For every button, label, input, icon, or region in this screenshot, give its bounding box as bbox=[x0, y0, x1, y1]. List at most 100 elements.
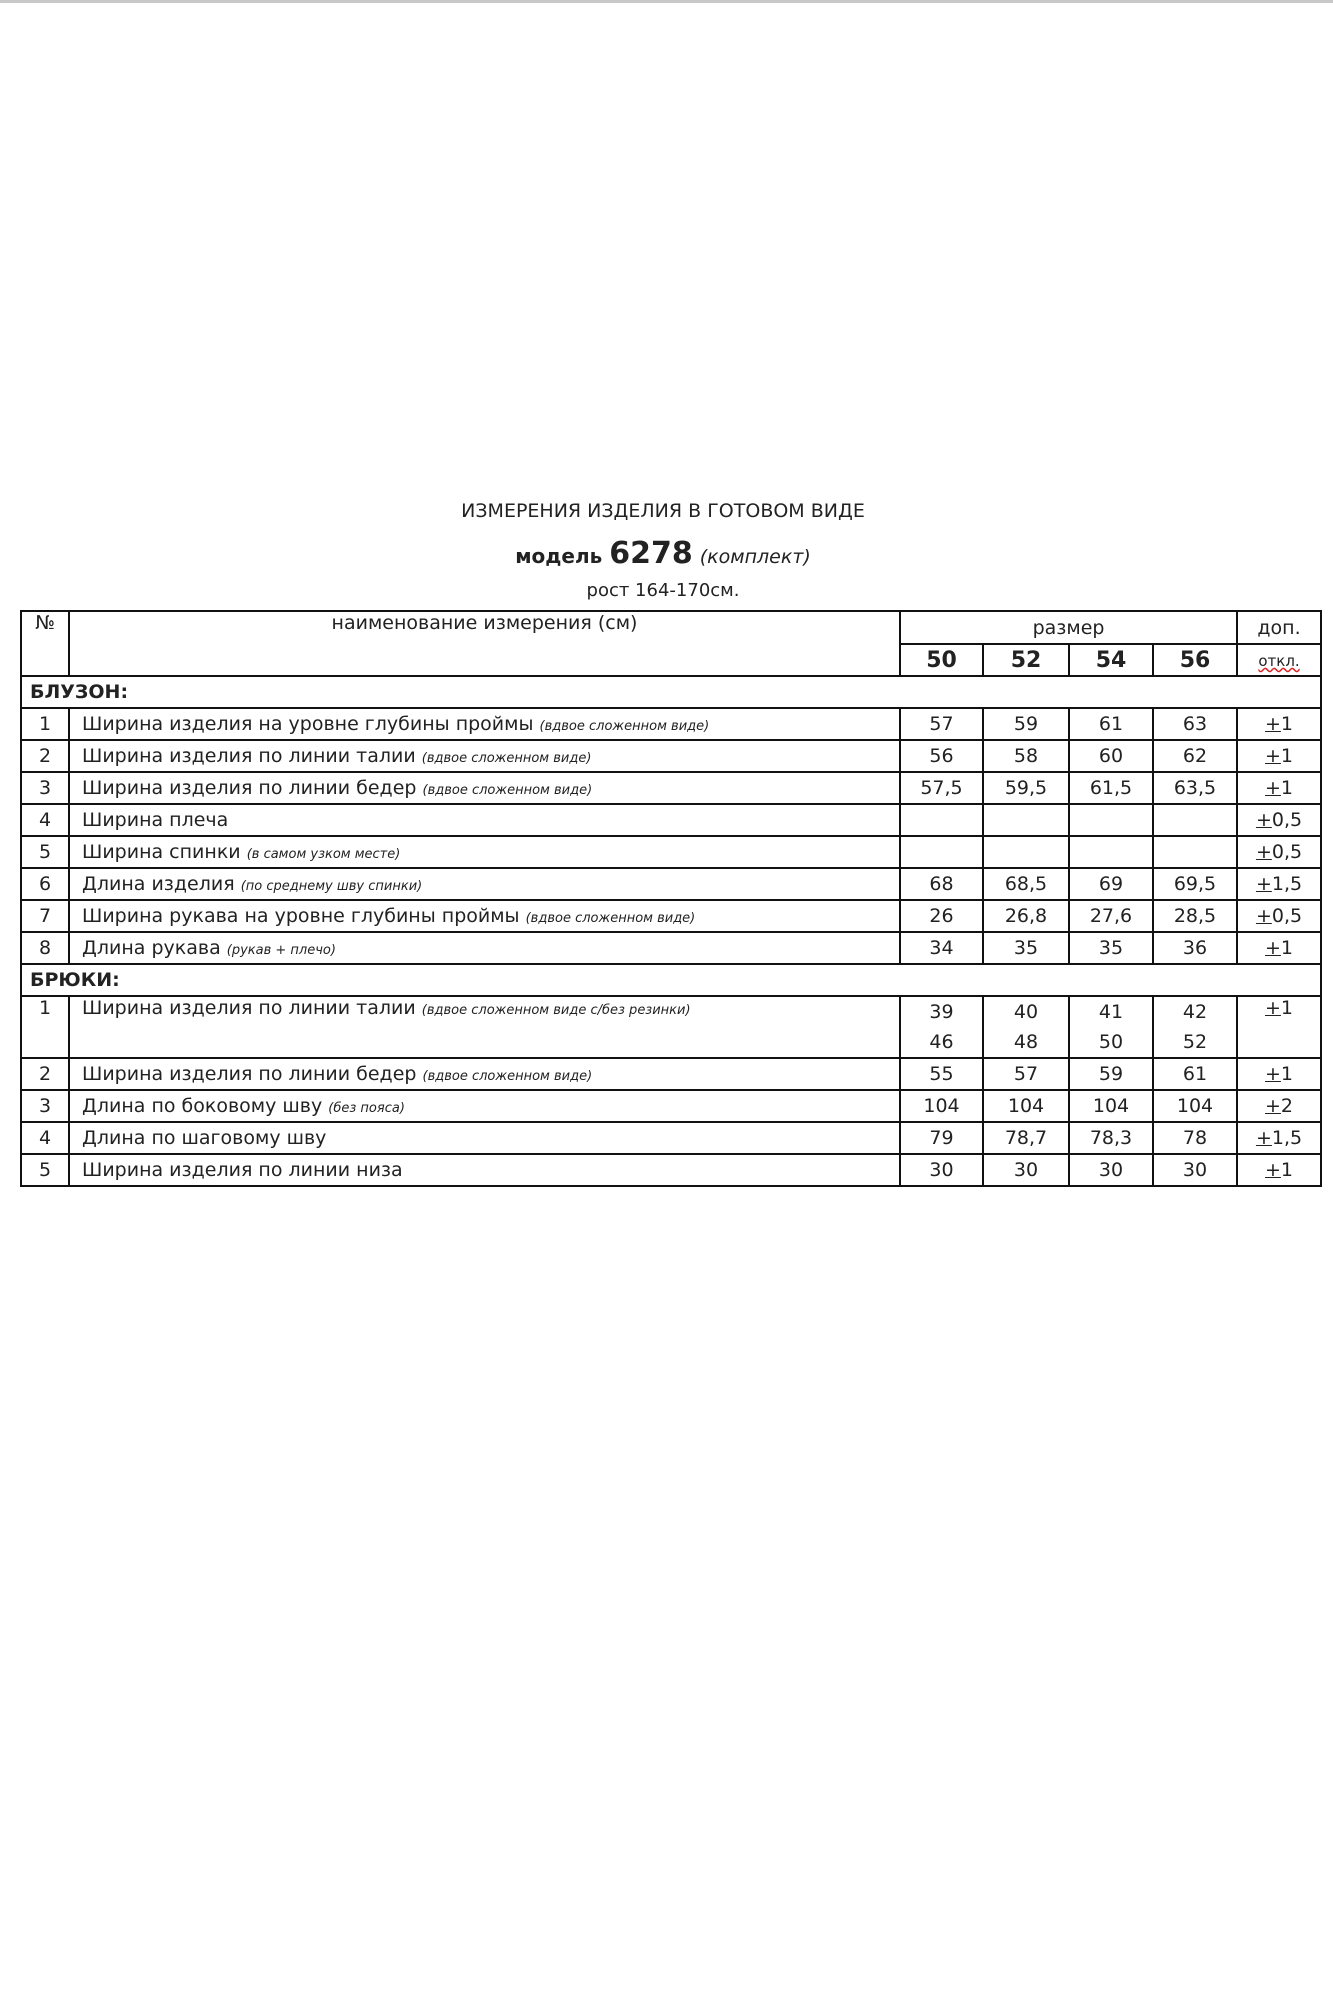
tolerance-value: +0,5 bbox=[1255, 809, 1303, 831]
table-row: 4 Длина по шаговому шву 79 78,7 78,3 78 +1,5 bbox=[20, 1121, 1323, 1155]
value-with-elastic: 39 bbox=[929, 1001, 954, 1023]
size-value: 104 bbox=[982, 1089, 1070, 1123]
size-value: 27,6 bbox=[1068, 899, 1154, 933]
measurement-name: Ширина изделия на уровне глубины проймы … bbox=[68, 707, 901, 741]
measurement-note: (рукав + плечо) bbox=[226, 943, 336, 958]
size-value: 104 bbox=[1151, 1089, 1239, 1123]
size-value: 59,5 bbox=[982, 771, 1070, 805]
measurement-note: (без пояса) bbox=[328, 1101, 405, 1116]
measurement-name: Ширина изделия по линии бедер (вдвое сло… bbox=[68, 1057, 901, 1091]
measurement-label: Ширина рукава на уровне глубины проймы bbox=[82, 905, 520, 927]
tolerance-value: +1 bbox=[1265, 937, 1294, 959]
table-row: 1 Ширина изделия на уровне глубины проймы… bbox=[20, 707, 1323, 741]
size-value: 68 bbox=[899, 867, 984, 901]
measurement-name: Ширина изделия по линии талии (вдвое сло… bbox=[68, 995, 901, 1059]
size-value: 63,5 bbox=[1151, 771, 1239, 805]
tolerance: +1,5 bbox=[1236, 1121, 1323, 1155]
size-value bbox=[1068, 803, 1154, 837]
size-value: 35 bbox=[1068, 931, 1154, 965]
table-row: 3 Длина по боковому шву (без пояса) 104 104… bbox=[20, 1089, 1323, 1123]
value-without-elastic: 50 bbox=[1098, 1031, 1124, 1053]
size-value: 61 bbox=[1068, 707, 1154, 741]
row-number: 1 bbox=[20, 995, 70, 1059]
tolerance-value: +1 bbox=[1265, 1159, 1294, 1181]
tolerance: +0,5 bbox=[1236, 803, 1323, 837]
model-line: модель 6278 (комплект) bbox=[0, 536, 1326, 571]
measurement-note: (вдвое сложенном виде) bbox=[525, 911, 696, 926]
section-row: БРЮКИ: bbox=[19, 963, 1323, 997]
measurement-label: Ширина спинки bbox=[82, 841, 241, 863]
measurement-label: Длина по боковому шву bbox=[82, 1095, 323, 1117]
tolerance: +1 bbox=[1236, 1057, 1323, 1091]
header-tol-line2: откл. bbox=[1258, 652, 1300, 670]
tolerance: +1,5 bbox=[1236, 867, 1323, 901]
measurements-table: № наименование измерения (см) размер доп… bbox=[19, 610, 1323, 1187]
size-value: 104 bbox=[1068, 1089, 1154, 1123]
row-number: 5 bbox=[20, 835, 70, 869]
value-with-elastic: 42 bbox=[1182, 1001, 1208, 1023]
measurement-label: Ширина изделия по линии талии bbox=[82, 745, 416, 767]
row-number: 8 bbox=[20, 931, 70, 965]
tolerance-value: +1,5 bbox=[1255, 1127, 1303, 1149]
row-number: 2 bbox=[20, 1057, 70, 1091]
section-title: БРЮКИ: bbox=[19, 963, 1323, 997]
table-row: 2 Ширина изделия по линии талии (вдвое сл… bbox=[20, 739, 1323, 773]
table-row: 7 Ширина рукава на уровне глубины проймы … bbox=[20, 899, 1323, 933]
measurement-name: Ширина рукава на уровне глубины проймы (… bbox=[68, 899, 901, 933]
row-number: 3 bbox=[20, 1089, 70, 1123]
size-value: 41 50 bbox=[1068, 995, 1154, 1059]
tolerance-value: +1 bbox=[1265, 1063, 1294, 1085]
measurement-name: Длина по шаговому шву bbox=[68, 1121, 901, 1155]
size-value: 30 bbox=[1068, 1153, 1154, 1187]
size-value: 35 bbox=[982, 931, 1070, 965]
row-number: 3 bbox=[20, 771, 70, 805]
size-value bbox=[1151, 835, 1239, 869]
size-value: 57 bbox=[899, 707, 984, 741]
measurement-name: Ширина спинки (в самом узком месте) bbox=[68, 835, 901, 869]
header-row: № наименование измерения (см) размер доп… bbox=[20, 610, 1323, 677]
measurement-label: Ширина изделия по линии бедер bbox=[82, 777, 417, 799]
size-value: 58 bbox=[982, 739, 1070, 773]
size-value: 55 bbox=[899, 1057, 984, 1091]
tolerance-value: +1 bbox=[1265, 745, 1294, 767]
value-with-elastic: 40 bbox=[1013, 1001, 1039, 1023]
size-value: 61,5 bbox=[1068, 771, 1154, 805]
size-value: 30 bbox=[982, 1153, 1070, 1187]
tolerance-value: +1,5 bbox=[1255, 873, 1303, 895]
size-value: 104 bbox=[899, 1089, 984, 1123]
measurement-label: Ширина плеча bbox=[82, 809, 229, 831]
table-row: 5 Ширина спинки (в самом узком месте) +0,5 bbox=[20, 835, 1323, 869]
size-value: 79 bbox=[899, 1121, 984, 1155]
tolerance-value: +2 bbox=[1265, 1095, 1294, 1117]
value-without-elastic: 46 bbox=[929, 1031, 954, 1053]
measurement-note: (по среднему шву спинки) bbox=[240, 879, 423, 894]
size-56: 56 bbox=[1151, 643, 1239, 677]
size-value: 61 bbox=[1151, 1057, 1239, 1091]
size-value: 39 46 bbox=[899, 995, 984, 1059]
tolerance-value: +1 bbox=[1265, 713, 1294, 735]
value-without-elastic: 48 bbox=[1013, 1031, 1039, 1053]
measurement-note: (вдвое сложенном виде) bbox=[422, 1069, 593, 1084]
row-number: 4 bbox=[20, 803, 70, 837]
value-with-elastic: 41 bbox=[1098, 1001, 1124, 1023]
tolerance: +1 bbox=[1236, 771, 1323, 805]
size-value: 78 bbox=[1151, 1121, 1239, 1155]
model-prefix: модель bbox=[515, 544, 603, 568]
size-value: 28,5 bbox=[1151, 899, 1239, 933]
header-name: наименование измерения (см) bbox=[68, 610, 901, 677]
table-row: 1 Ширина изделия по линии талии (вдвое сл… bbox=[20, 995, 1323, 1059]
size-value: 57 bbox=[982, 1057, 1070, 1091]
header-tol-2: откл. bbox=[1236, 643, 1323, 677]
header-tol: доп. bbox=[1236, 610, 1323, 645]
measurement-label: Длина изделия bbox=[82, 873, 235, 895]
tolerance: +1 bbox=[1236, 931, 1323, 965]
value-without-elastic: 52 bbox=[1182, 1031, 1208, 1053]
size-value bbox=[1068, 835, 1154, 869]
measurement-note: (вдвое сложенном виде) bbox=[539, 719, 710, 734]
size-value: 59 bbox=[982, 707, 1070, 741]
size-value: 78,7 bbox=[982, 1121, 1070, 1155]
size-value bbox=[899, 835, 984, 869]
document-title: ИЗМЕРЕНИЯ ИЗДЕЛИЯ В ГОТОВОМ ВИДЕ bbox=[461, 500, 865, 522]
size-value: 26 bbox=[899, 899, 984, 933]
section-title: БЛУЗОН: bbox=[19, 675, 1323, 709]
